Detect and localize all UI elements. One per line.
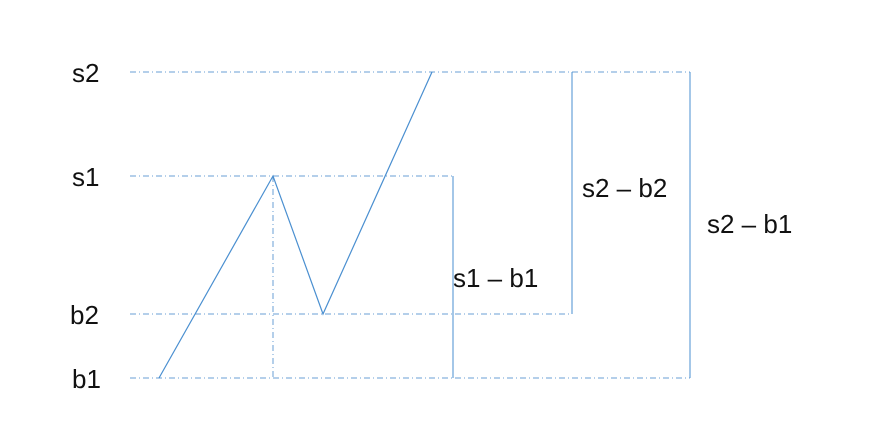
diff-label-s2-b2: s2 – b2 <box>582 173 668 203</box>
level-label-s1: s1 <box>72 162 100 192</box>
level-label-b1: b1 <box>72 364 101 394</box>
price-path <box>158 71 433 379</box>
diff-label-s1-b1: s1 – b1 <box>453 263 539 293</box>
level-label-s2: s2 <box>72 58 100 88</box>
diff-label-s2-b1: s2 – b1 <box>707 209 793 239</box>
level-label-b2: b2 <box>70 300 99 330</box>
